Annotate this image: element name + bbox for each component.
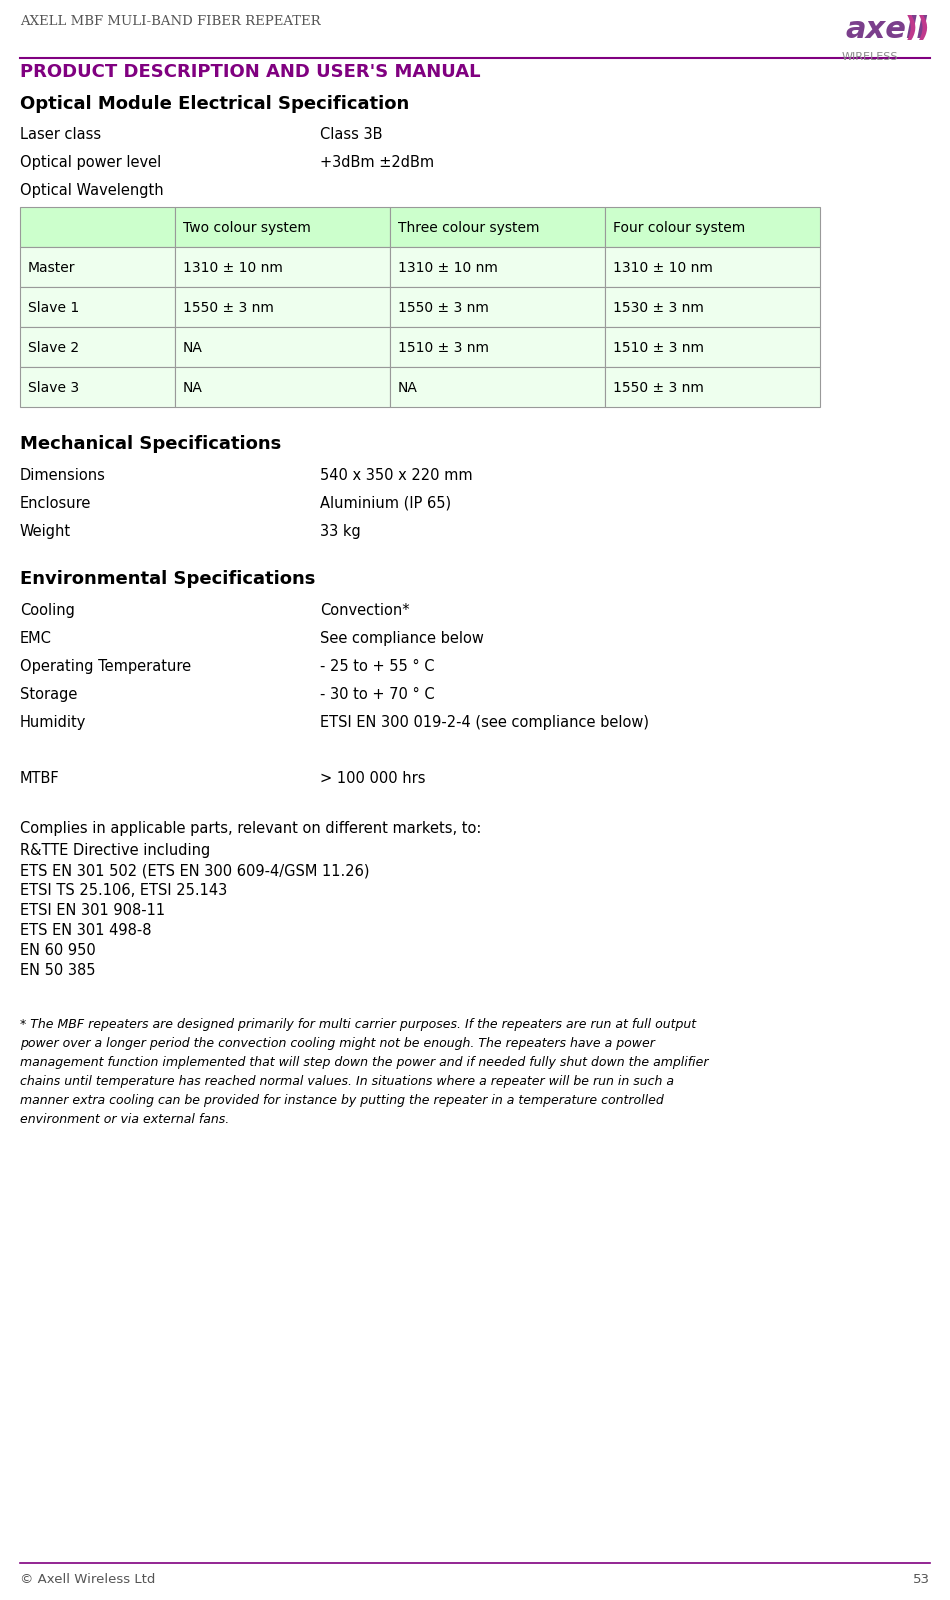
Text: MTBF: MTBF [20, 771, 60, 786]
Text: EMC: EMC [20, 630, 52, 646]
Text: power over a longer period the convection cooling might not be enough. The repea: power over a longer period the convectio… [20, 1037, 655, 1050]
Text: Slave 1: Slave 1 [28, 301, 79, 315]
Text: > 100 000 hrs: > 100 000 hrs [320, 771, 426, 786]
Text: 1530 ± 3 nm: 1530 ± 3 nm [613, 301, 704, 315]
Text: Mechanical Specifications: Mechanical Specifications [20, 435, 281, 453]
Text: 1510 ± 3 nm: 1510 ± 3 nm [398, 341, 489, 355]
Text: axell: axell [845, 14, 927, 43]
Text: EN 50 385: EN 50 385 [20, 963, 96, 978]
Text: Four colour system: Four colour system [613, 221, 745, 235]
Bar [390, 206, 605, 246]
Text: Convection*: Convection* [320, 603, 409, 618]
Text: Humidity: Humidity [20, 715, 86, 730]
Text: Weight: Weight [20, 525, 71, 539]
Text: Storage: Storage [20, 686, 77, 702]
Text: - 30 to + 70 ° C: - 30 to + 70 ° C [320, 686, 434, 702]
Text: Aluminium (IP 65): Aluminium (IP 65) [320, 496, 451, 510]
Bar [605, 366, 820, 406]
Text: +3dBm ±2dBm: +3dBm ±2dBm [320, 155, 434, 170]
Text: ETSI EN 300 019-2-4 (see compliance below): ETSI EN 300 019-2-4 (see compliance belo… [320, 715, 649, 730]
Text: management function implemented that will step down the power and if needed full: management function implemented that wil… [20, 1056, 709, 1069]
Text: Master: Master [28, 261, 75, 275]
Text: Dimensions: Dimensions [20, 467, 105, 483]
Bar [605, 246, 820, 286]
Text: NA: NA [183, 381, 203, 395]
Bar [20, 326, 175, 366]
Text: Three colour system: Three colour system [398, 221, 540, 235]
Bar [390, 246, 605, 286]
Bar [175, 246, 390, 286]
Bar [605, 206, 820, 246]
Text: environment or via external fans.: environment or via external fans. [20, 1114, 229, 1126]
Text: Class 3B: Class 3B [320, 126, 383, 142]
Text: Enclosure: Enclosure [20, 496, 91, 510]
Text: Slave 3: Slave 3 [28, 381, 79, 395]
Bar [20, 286, 175, 326]
Text: Complies in applicable parts, relevant on different markets, to:: Complies in applicable parts, relevant o… [20, 821, 482, 835]
Text: 1550 ± 3 nm: 1550 ± 3 nm [613, 381, 704, 395]
Text: NA: NA [183, 341, 203, 355]
Bar [20, 206, 175, 246]
Text: 1310 ± 10 nm: 1310 ± 10 nm [183, 261, 283, 275]
Text: AXELL MBF MULI-BAND FIBER REPEATER: AXELL MBF MULI-BAND FIBER REPEATER [20, 14, 320, 27]
Text: 33 kg: 33 kg [320, 525, 361, 539]
Text: Optical power level: Optical power level [20, 155, 162, 170]
Text: Laser class: Laser class [20, 126, 101, 142]
Text: Optical Module Electrical Specification: Optical Module Electrical Specification [20, 94, 409, 114]
Text: 540 x 350 x 220 mm: 540 x 350 x 220 mm [320, 467, 473, 483]
Text: Optical Wavelength: Optical Wavelength [20, 182, 163, 198]
Text: ETS EN 301 502 (ETS EN 300 609-4/GSM 11.26): ETS EN 301 502 (ETS EN 300 609-4/GSM 11.… [20, 862, 370, 878]
Text: * The MBF repeaters are designed primarily for multi carrier purposes. If the re: * The MBF repeaters are designed primari… [20, 1018, 696, 1030]
Text: - 25 to + 55 ° C: - 25 to + 55 ° C [320, 659, 434, 674]
Text: PRODUCT DESCRIPTION AND USER'S MANUAL: PRODUCT DESCRIPTION AND USER'S MANUAL [20, 62, 481, 82]
Text: ETS EN 301 498-8: ETS EN 301 498-8 [20, 923, 151, 938]
Text: ETSI EN 301 908-11: ETSI EN 301 908-11 [20, 902, 165, 918]
Bar [605, 286, 820, 326]
Bar [175, 326, 390, 366]
Text: Cooling: Cooling [20, 603, 75, 618]
Bar [605, 326, 820, 366]
Text: 1510 ± 3 nm: 1510 ± 3 nm [613, 341, 704, 355]
Bar [20, 246, 175, 286]
Text: ETSI TS 25.106, ETSI 25.143: ETSI TS 25.106, ETSI 25.143 [20, 883, 227, 898]
Bar [390, 286, 605, 326]
Text: )): )) [905, 14, 930, 43]
Text: 53: 53 [913, 1573, 930, 1586]
Text: manner extra cooling can be provided for instance by putting the repeater in a t: manner extra cooling can be provided for… [20, 1094, 664, 1107]
Bar [20, 366, 175, 406]
Text: See compliance below: See compliance below [320, 630, 484, 646]
Text: © Axell Wireless Ltd: © Axell Wireless Ltd [20, 1573, 156, 1586]
Text: chains until temperature has reached normal values. In situations where a repeat: chains until temperature has reached nor… [20, 1075, 674, 1088]
Bar [390, 366, 605, 406]
Bar [175, 206, 390, 246]
Text: EN 60 950: EN 60 950 [20, 942, 96, 958]
Text: R&TTE Directive including: R&TTE Directive including [20, 843, 210, 858]
Text: 1310 ± 10 nm: 1310 ± 10 nm [613, 261, 712, 275]
Text: Operating Temperature: Operating Temperature [20, 659, 191, 674]
Text: Environmental Specifications: Environmental Specifications [20, 570, 315, 587]
Bar [175, 286, 390, 326]
Text: 1550 ± 3 nm: 1550 ± 3 nm [398, 301, 489, 315]
Text: 1550 ± 3 nm: 1550 ± 3 nm [183, 301, 274, 315]
Text: NA: NA [398, 381, 418, 395]
Bar [390, 326, 605, 366]
Text: Slave 2: Slave 2 [28, 341, 79, 355]
Text: Two colour system: Two colour system [183, 221, 311, 235]
Text: 1310 ± 10 nm: 1310 ± 10 nm [398, 261, 498, 275]
Text: WIRELESS: WIRELESS [842, 51, 899, 62]
Bar [175, 366, 390, 406]
